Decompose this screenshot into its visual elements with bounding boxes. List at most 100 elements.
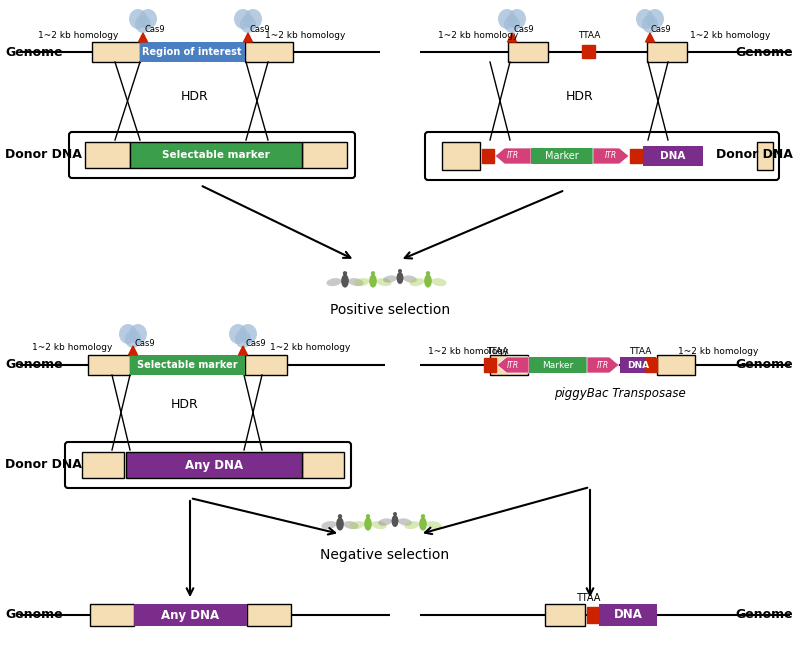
Ellipse shape bbox=[646, 9, 664, 29]
Bar bbox=[508, 42, 548, 62]
Text: 1~2 kb homology: 1~2 kb homology bbox=[690, 31, 770, 40]
Bar bbox=[657, 355, 695, 375]
Bar bbox=[529, 357, 587, 373]
Bar bbox=[92, 42, 140, 62]
Ellipse shape bbox=[369, 275, 377, 288]
Text: Donor DNA: Donor DNA bbox=[716, 149, 793, 162]
Bar bbox=[645, 358, 657, 372]
Ellipse shape bbox=[338, 514, 342, 519]
FancyBboxPatch shape bbox=[425, 132, 779, 180]
Bar bbox=[130, 142, 302, 168]
Text: 1~2 kb homology: 1~2 kb homology bbox=[270, 343, 350, 352]
Text: DNA: DNA bbox=[614, 609, 642, 622]
Ellipse shape bbox=[125, 330, 141, 348]
Text: DNA: DNA bbox=[660, 151, 686, 161]
Ellipse shape bbox=[424, 275, 432, 288]
Ellipse shape bbox=[398, 519, 412, 526]
Ellipse shape bbox=[341, 275, 349, 288]
Ellipse shape bbox=[139, 9, 157, 29]
Text: Marker: Marker bbox=[542, 360, 574, 369]
Ellipse shape bbox=[371, 271, 375, 275]
Bar bbox=[643, 146, 703, 166]
Text: Genome: Genome bbox=[5, 358, 62, 371]
Text: Any DNA: Any DNA bbox=[161, 609, 219, 622]
Text: 1~2 kb homology: 1~2 kb homology bbox=[438, 31, 518, 40]
Ellipse shape bbox=[326, 278, 342, 286]
Text: TTAA: TTAA bbox=[629, 347, 651, 356]
Ellipse shape bbox=[354, 278, 370, 286]
Text: Cas9: Cas9 bbox=[250, 25, 270, 34]
Ellipse shape bbox=[431, 278, 446, 286]
Ellipse shape bbox=[348, 278, 364, 286]
Bar bbox=[545, 604, 585, 626]
Ellipse shape bbox=[229, 324, 247, 344]
Bar bbox=[245, 355, 287, 375]
Text: Donor DNA: Donor DNA bbox=[5, 149, 82, 162]
Text: Selectable marker: Selectable marker bbox=[162, 150, 270, 160]
Bar bbox=[757, 142, 773, 170]
Ellipse shape bbox=[371, 521, 386, 529]
Polygon shape bbox=[587, 357, 619, 373]
Text: HDR: HDR bbox=[566, 90, 594, 103]
Text: Cas9: Cas9 bbox=[246, 339, 266, 349]
Ellipse shape bbox=[398, 269, 402, 273]
Bar bbox=[85, 142, 130, 168]
Ellipse shape bbox=[364, 517, 372, 531]
Text: Genome: Genome bbox=[5, 45, 62, 58]
Ellipse shape bbox=[350, 521, 365, 529]
Polygon shape bbox=[129, 346, 138, 355]
Bar bbox=[302, 142, 347, 168]
Ellipse shape bbox=[343, 271, 347, 275]
Bar bbox=[587, 607, 599, 623]
Bar bbox=[140, 42, 245, 62]
Bar bbox=[630, 149, 642, 163]
Polygon shape bbox=[238, 346, 247, 355]
Polygon shape bbox=[646, 33, 654, 42]
Ellipse shape bbox=[504, 15, 520, 33]
Ellipse shape bbox=[636, 9, 654, 29]
Ellipse shape bbox=[419, 517, 427, 531]
Bar bbox=[245, 42, 293, 62]
Text: TTAA: TTAA bbox=[578, 32, 600, 40]
Text: Marker: Marker bbox=[545, 151, 579, 161]
Ellipse shape bbox=[129, 324, 147, 344]
Text: ITR: ITR bbox=[605, 151, 617, 160]
Bar bbox=[247, 604, 291, 626]
Bar bbox=[134, 604, 247, 626]
Text: DNA: DNA bbox=[627, 360, 649, 369]
Ellipse shape bbox=[421, 514, 426, 519]
Text: TTAA: TTAA bbox=[486, 347, 508, 356]
Ellipse shape bbox=[393, 512, 397, 516]
Text: Cas9: Cas9 bbox=[134, 339, 155, 349]
Text: Genome: Genome bbox=[735, 609, 793, 622]
Bar bbox=[130, 355, 245, 375]
Polygon shape bbox=[593, 148, 629, 164]
Text: Cas9: Cas9 bbox=[145, 25, 166, 34]
Text: HDR: HDR bbox=[171, 398, 199, 411]
Ellipse shape bbox=[376, 278, 392, 286]
Text: 1~2 kb homology: 1~2 kb homology bbox=[38, 31, 118, 40]
Text: Selectable marker: Selectable marker bbox=[137, 360, 238, 370]
Ellipse shape bbox=[383, 275, 397, 283]
Ellipse shape bbox=[642, 15, 658, 33]
Ellipse shape bbox=[508, 9, 526, 29]
Ellipse shape bbox=[410, 278, 425, 286]
Bar bbox=[90, 604, 134, 626]
Text: piggyBac Transposase: piggyBac Transposase bbox=[554, 387, 686, 400]
Text: 1~2 kb homology: 1~2 kb homology bbox=[265, 31, 345, 40]
Text: Genome: Genome bbox=[5, 609, 62, 622]
Bar bbox=[531, 148, 593, 164]
Ellipse shape bbox=[391, 515, 398, 527]
Text: TTAA: TTAA bbox=[576, 593, 600, 603]
Bar bbox=[582, 45, 595, 58]
Polygon shape bbox=[497, 357, 529, 373]
Text: Cas9: Cas9 bbox=[514, 25, 534, 34]
Bar bbox=[302, 452, 344, 478]
Polygon shape bbox=[138, 33, 147, 42]
Polygon shape bbox=[495, 148, 531, 164]
Text: Positive selection: Positive selection bbox=[330, 303, 450, 317]
Text: Cas9: Cas9 bbox=[650, 25, 671, 34]
Bar bbox=[82, 452, 124, 478]
Ellipse shape bbox=[119, 324, 137, 344]
Text: Region of interest: Region of interest bbox=[142, 47, 242, 57]
